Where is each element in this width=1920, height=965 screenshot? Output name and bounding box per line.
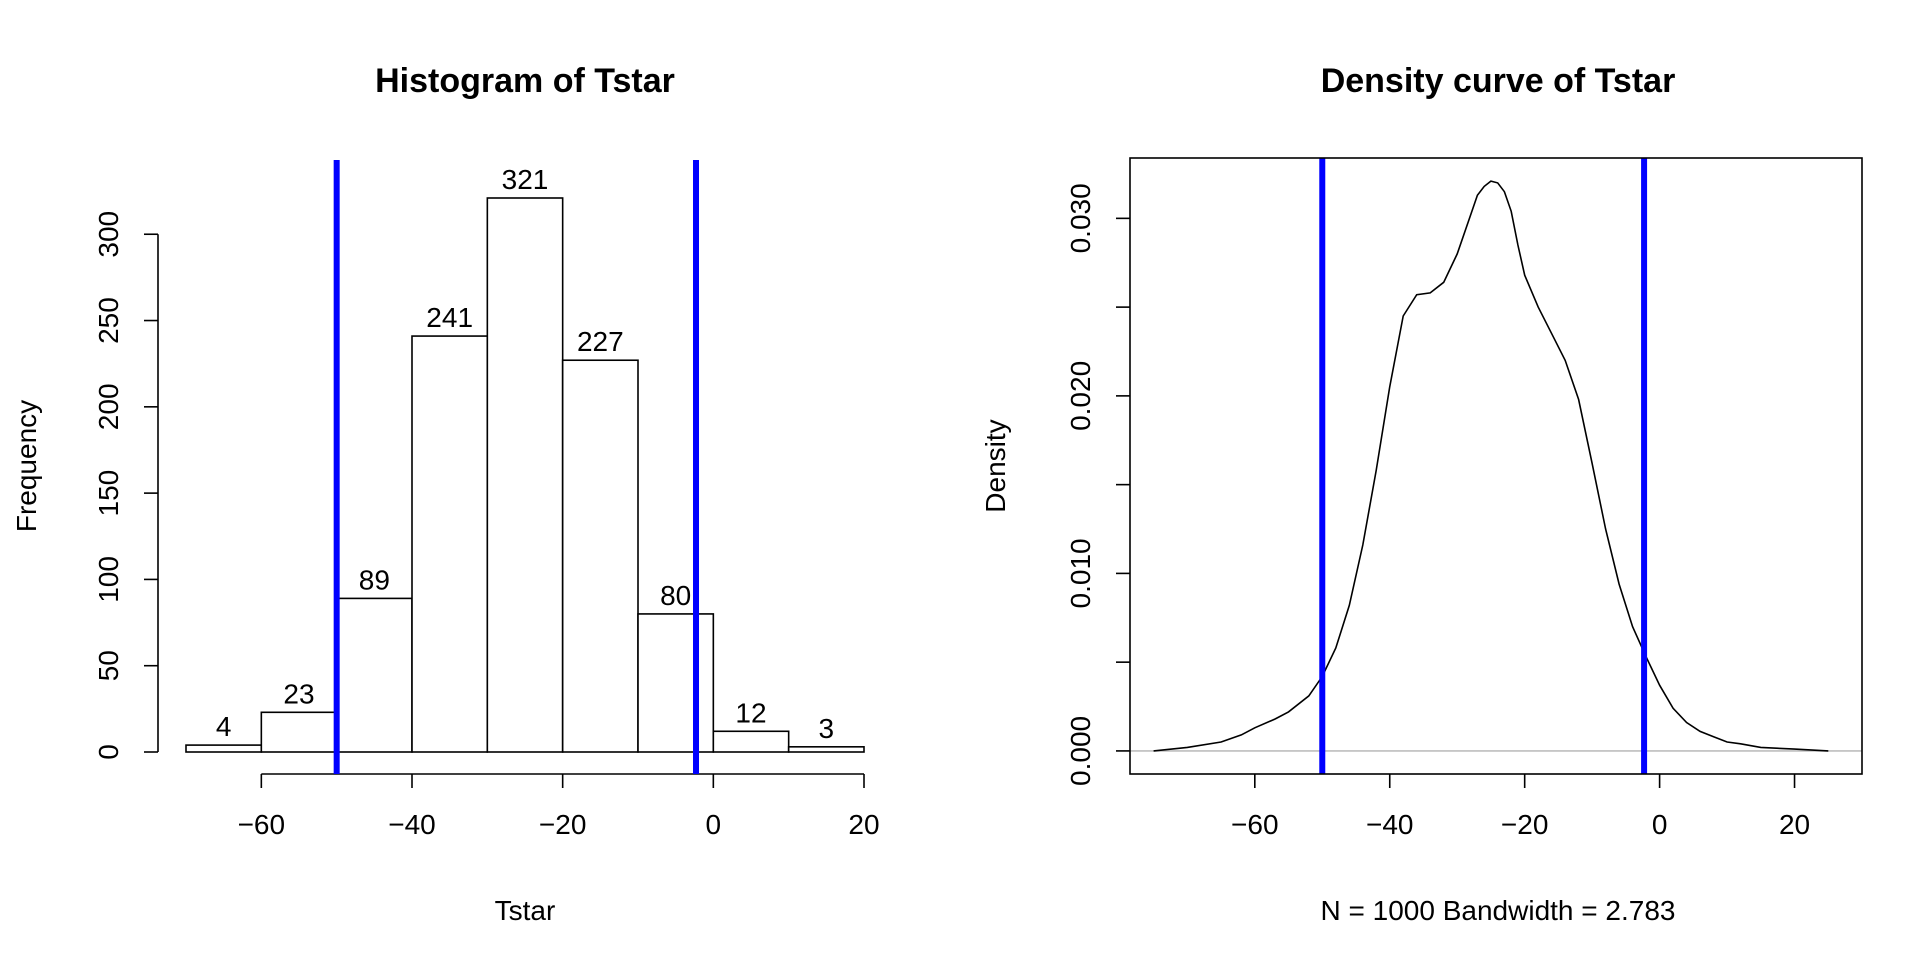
histogram-y-tick-label: 50 — [93, 650, 124, 681]
density-x-tick-label: −40 — [1366, 809, 1414, 840]
density-y-axis-label: Density — [980, 419, 1011, 512]
density-x-tick-label: 0 — [1652, 809, 1668, 840]
histogram-bar — [637, 613, 715, 753]
histogram-bar — [787, 746, 865, 753]
density-critical-lines — [1319, 158, 1648, 774]
histogram-x-axis-label: Tstar — [495, 895, 556, 926]
density-y-axis: 0.000 0.010 0.020 0.030 — [1065, 183, 1130, 786]
histogram-y-tick-label: 250 — [93, 297, 124, 344]
density-x-axis: −60 −40 −20 0 20 — [1231, 774, 1810, 840]
density-x-tick-label: −60 — [1231, 809, 1279, 840]
histogram-x-tick-label: −40 — [388, 809, 436, 840]
histogram-bar-count: 23 — [283, 678, 314, 709]
histogram-y-tick-label: 0 — [93, 744, 124, 760]
histogram-bar-count: 227 — [577, 326, 624, 357]
density-x-axis-label: N = 1000 Bandwidth = 2.783 — [1321, 895, 1676, 926]
histogram-bar-count: 4 — [216, 711, 232, 742]
histogram-bar — [712, 730, 790, 753]
histogram-bars — [185, 197, 865, 753]
density-panel: Density curve of Tstar N = 1000 Bandwidt… — [980, 62, 1863, 926]
histogram-bar — [486, 197, 564, 753]
histogram-critical-lines — [333, 160, 700, 774]
density-y-tick-label: 0.030 — [1065, 183, 1096, 253]
histogram-title: Histogram of Tstar — [375, 62, 675, 100]
histogram-bar-count: 321 — [502, 164, 549, 195]
histogram-x-tick-label: −60 — [238, 809, 286, 840]
histogram-bar — [411, 335, 489, 753]
histogram-y-tick-label: 100 — [93, 556, 124, 603]
density-y-tick-label: 0.020 — [1065, 361, 1096, 431]
histogram-bar-count: 89 — [359, 564, 390, 595]
histogram-bar — [561, 359, 639, 753]
density-x-tick-label: −20 — [1501, 809, 1549, 840]
histogram-bar-count: 3 — [819, 713, 835, 744]
histogram-x-tick-label: −20 — [539, 809, 587, 840]
histogram-x-tick-label: 20 — [848, 809, 879, 840]
histogram-bar — [185, 744, 263, 753]
histogram-x-tick-label: 0 — [706, 809, 722, 840]
histogram-bar-labels: 4 23 89 241 321 227 80 12 3 — [216, 164, 834, 744]
density-title: Density curve of Tstar — [1321, 62, 1676, 100]
density-y-tick-label: 0.010 — [1065, 538, 1096, 608]
histogram-y-tick-label: 150 — [93, 470, 124, 517]
density-curve — [1153, 180, 1829, 752]
histogram-bar — [260, 711, 338, 753]
histogram-bar-count: 80 — [660, 580, 691, 611]
histogram-panel: Histogram of Tstar Tstar Frequency 4 23 89… — [11, 62, 880, 926]
histogram-y-axis: 0 50 100 150 200 250 300 — [93, 211, 159, 760]
histogram-y-tick-label: 300 — [93, 211, 124, 258]
histogram-bar-count: 241 — [426, 302, 473, 333]
histogram-x-axis: −60 −40 −20 0 20 — [238, 773, 880, 840]
histogram-bar-count: 12 — [735, 697, 766, 728]
histogram-y-axis-label: Frequency — [11, 400, 42, 532]
histogram-bar — [335, 597, 413, 753]
density-plot-box — [1129, 157, 1863, 775]
density-x-tick-label: 20 — [1779, 809, 1810, 840]
density-y-tick-label: 0.000 — [1065, 716, 1096, 786]
histogram-y-tick-label: 200 — [93, 383, 124, 430]
